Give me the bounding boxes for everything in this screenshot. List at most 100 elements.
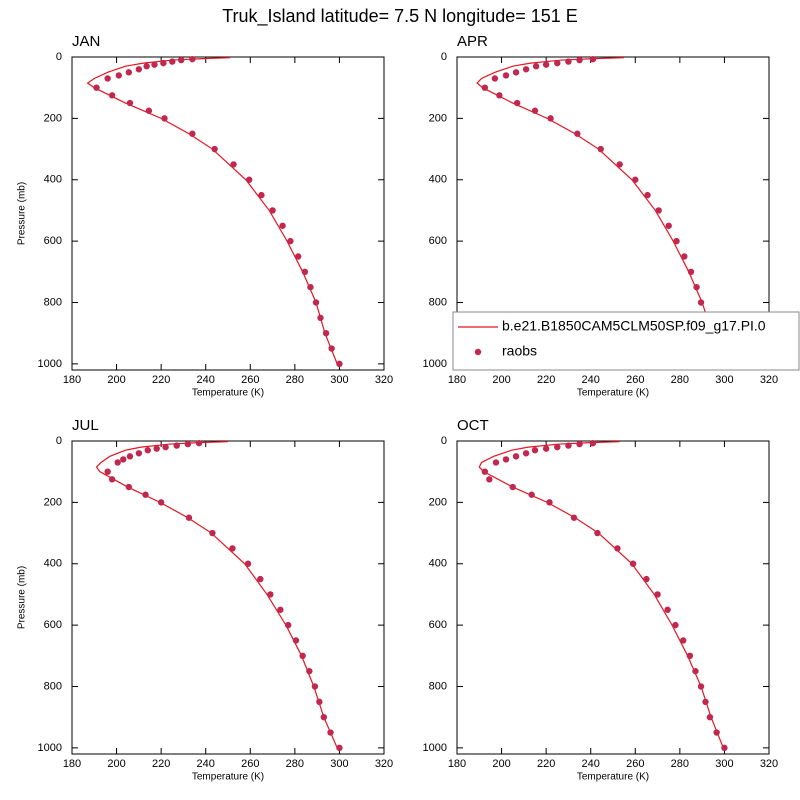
obs-point bbox=[135, 450, 143, 457]
obs-point bbox=[292, 637, 300, 644]
obs-point bbox=[307, 283, 314, 291]
obs-point bbox=[654, 591, 661, 598]
y-tick-label: 800 bbox=[44, 296, 62, 308]
obs-point bbox=[616, 161, 623, 168]
plot-frame bbox=[71, 440, 385, 755]
obs-point bbox=[162, 443, 169, 451]
x-tick-label: 220 bbox=[537, 758, 555, 770]
y-tick-label: 600 bbox=[44, 235, 62, 247]
obs-point bbox=[576, 440, 583, 448]
y-tick-label: 200 bbox=[429, 112, 447, 124]
obs-point bbox=[481, 84, 489, 91]
obs-point bbox=[311, 683, 319, 690]
y-tick-label: 800 bbox=[429, 680, 447, 692]
obs-point bbox=[542, 61, 550, 68]
obs-point bbox=[144, 447, 151, 454]
x-tick-label: 260 bbox=[626, 374, 644, 386]
model-line bbox=[478, 441, 724, 749]
x-tick-label: 260 bbox=[241, 758, 259, 770]
legend-box bbox=[452, 311, 800, 371]
obs-point bbox=[257, 575, 264, 583]
y-tick-label: 1000 bbox=[38, 358, 62, 370]
obs-point bbox=[664, 606, 671, 613]
obs-point bbox=[643, 575, 650, 583]
obs-point bbox=[160, 59, 167, 67]
y-tick-label: 400 bbox=[429, 174, 447, 186]
y-tick-label: 200 bbox=[44, 112, 62, 124]
x-tick-label: 180 bbox=[63, 758, 81, 770]
x-tick-label: 240 bbox=[582, 758, 600, 770]
obs-point bbox=[145, 107, 153, 114]
obs-point bbox=[244, 560, 252, 567]
obs-point bbox=[655, 207, 662, 214]
obs-point bbox=[629, 560, 637, 567]
obs-point bbox=[295, 253, 302, 260]
obs-point bbox=[317, 314, 324, 322]
obs-point bbox=[702, 698, 709, 706]
obs-point bbox=[686, 652, 694, 660]
obs-point bbox=[513, 99, 521, 107]
obs-point bbox=[169, 58, 176, 65]
obs-point bbox=[115, 72, 123, 79]
x-axis-label: Temperature (K) bbox=[577, 388, 649, 399]
panel-title: JUL bbox=[72, 417, 99, 434]
obs-point bbox=[481, 468, 489, 475]
y-tick-label: 1000 bbox=[423, 742, 447, 754]
y-tick-label: 0 bbox=[56, 51, 62, 63]
obs-point bbox=[542, 445, 550, 452]
x-axis-label: Temperature (K) bbox=[192, 772, 264, 783]
y-tick-label: 1000 bbox=[423, 358, 447, 370]
obs-point bbox=[320, 713, 328, 721]
y-tick-label: 200 bbox=[429, 496, 447, 508]
obs-point bbox=[287, 237, 294, 245]
y-tick-label: 400 bbox=[44, 174, 62, 186]
obs-point bbox=[312, 299, 320, 306]
obs-point bbox=[496, 92, 503, 99]
x-tick-label: 200 bbox=[492, 374, 510, 386]
x-tick-label: 180 bbox=[448, 374, 466, 386]
obs-point bbox=[195, 439, 203, 447]
x-tick-label: 320 bbox=[760, 758, 778, 770]
obs-point bbox=[672, 621, 679, 629]
y-tick-label: 400 bbox=[429, 558, 447, 570]
obs-point bbox=[157, 499, 165, 506]
x-tick-label: 280 bbox=[286, 758, 304, 770]
x-tick-label: 300 bbox=[715, 758, 733, 770]
obs-point bbox=[284, 621, 292, 629]
obs-point bbox=[120, 456, 127, 463]
obs-point bbox=[153, 445, 160, 452]
obs-point bbox=[554, 443, 561, 451]
obs-point bbox=[114, 459, 121, 466]
obs-point bbox=[327, 729, 334, 736]
panel-title: APR bbox=[457, 33, 488, 50]
obs-point bbox=[209, 529, 216, 537]
y-tick-label: 0 bbox=[441, 435, 447, 447]
obs-point bbox=[509, 483, 516, 491]
obs-point bbox=[574, 130, 581, 137]
legend-label: b.e21.B1850CAM5CLM50SP.f09_g17.PI.0 bbox=[502, 318, 766, 334]
model-line bbox=[476, 57, 725, 365]
obs-point bbox=[528, 491, 535, 498]
x-axis-label: Temperature (K) bbox=[192, 388, 264, 399]
obs-point bbox=[687, 268, 695, 276]
y-tick-label: 0 bbox=[441, 51, 447, 63]
obs-point bbox=[173, 442, 180, 449]
y-axis-label: Pressure (mb) bbox=[17, 182, 28, 245]
obs-point bbox=[143, 63, 150, 70]
x-axis-label: Temperature (K) bbox=[577, 772, 649, 783]
obs-point bbox=[680, 637, 687, 644]
panel-title: JAN bbox=[72, 33, 100, 50]
obs-point bbox=[126, 99, 134, 107]
plot-frame bbox=[456, 440, 770, 755]
obs-point bbox=[554, 59, 561, 67]
x-tick-label: 220 bbox=[537, 374, 555, 386]
obs-point bbox=[269, 207, 276, 214]
x-tick-label: 280 bbox=[671, 758, 689, 770]
x-tick-label: 320 bbox=[760, 374, 778, 386]
obs-point bbox=[565, 58, 572, 65]
obs-point bbox=[299, 652, 306, 660]
obs-point bbox=[245, 176, 253, 183]
y-tick-label: 600 bbox=[429, 619, 447, 631]
